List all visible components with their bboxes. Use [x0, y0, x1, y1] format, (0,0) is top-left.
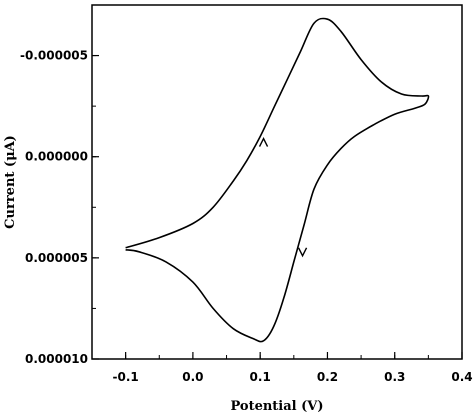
x-tick-label: 0.2: [317, 370, 338, 384]
y-tick-label: -0.000005: [20, 49, 88, 63]
y-tick-label: 0.000000: [25, 150, 88, 164]
x-tick-label: -0.1: [113, 370, 139, 384]
x-axis: -0.1 0.0 0.1 0.2 0.3 0.4: [91, 352, 473, 384]
scan-arrow-down: [297, 247, 308, 258]
x-tick-label: 0.1: [250, 370, 271, 384]
scan-arrow-up: [258, 137, 269, 147]
plot-frame: [91, 4, 463, 360]
y-tick-label: 0.000010: [25, 352, 88, 366]
x-axis-title: Potential (V): [230, 399, 323, 414]
y-tick-label: 0.000005: [25, 251, 88, 265]
series-line-cv: [125, 17, 430, 343]
x-tick-label: 0.3: [384, 370, 405, 384]
x-tick-label: 0.0: [182, 370, 203, 384]
y-axis: -0.000005 0.000000 0.000005 0.000010: [20, 4, 99, 366]
y-axis-title: Current (μA): [3, 135, 18, 229]
x-tick-label: 0.4: [451, 370, 472, 384]
scan-direction-arrows: [258, 137, 308, 258]
